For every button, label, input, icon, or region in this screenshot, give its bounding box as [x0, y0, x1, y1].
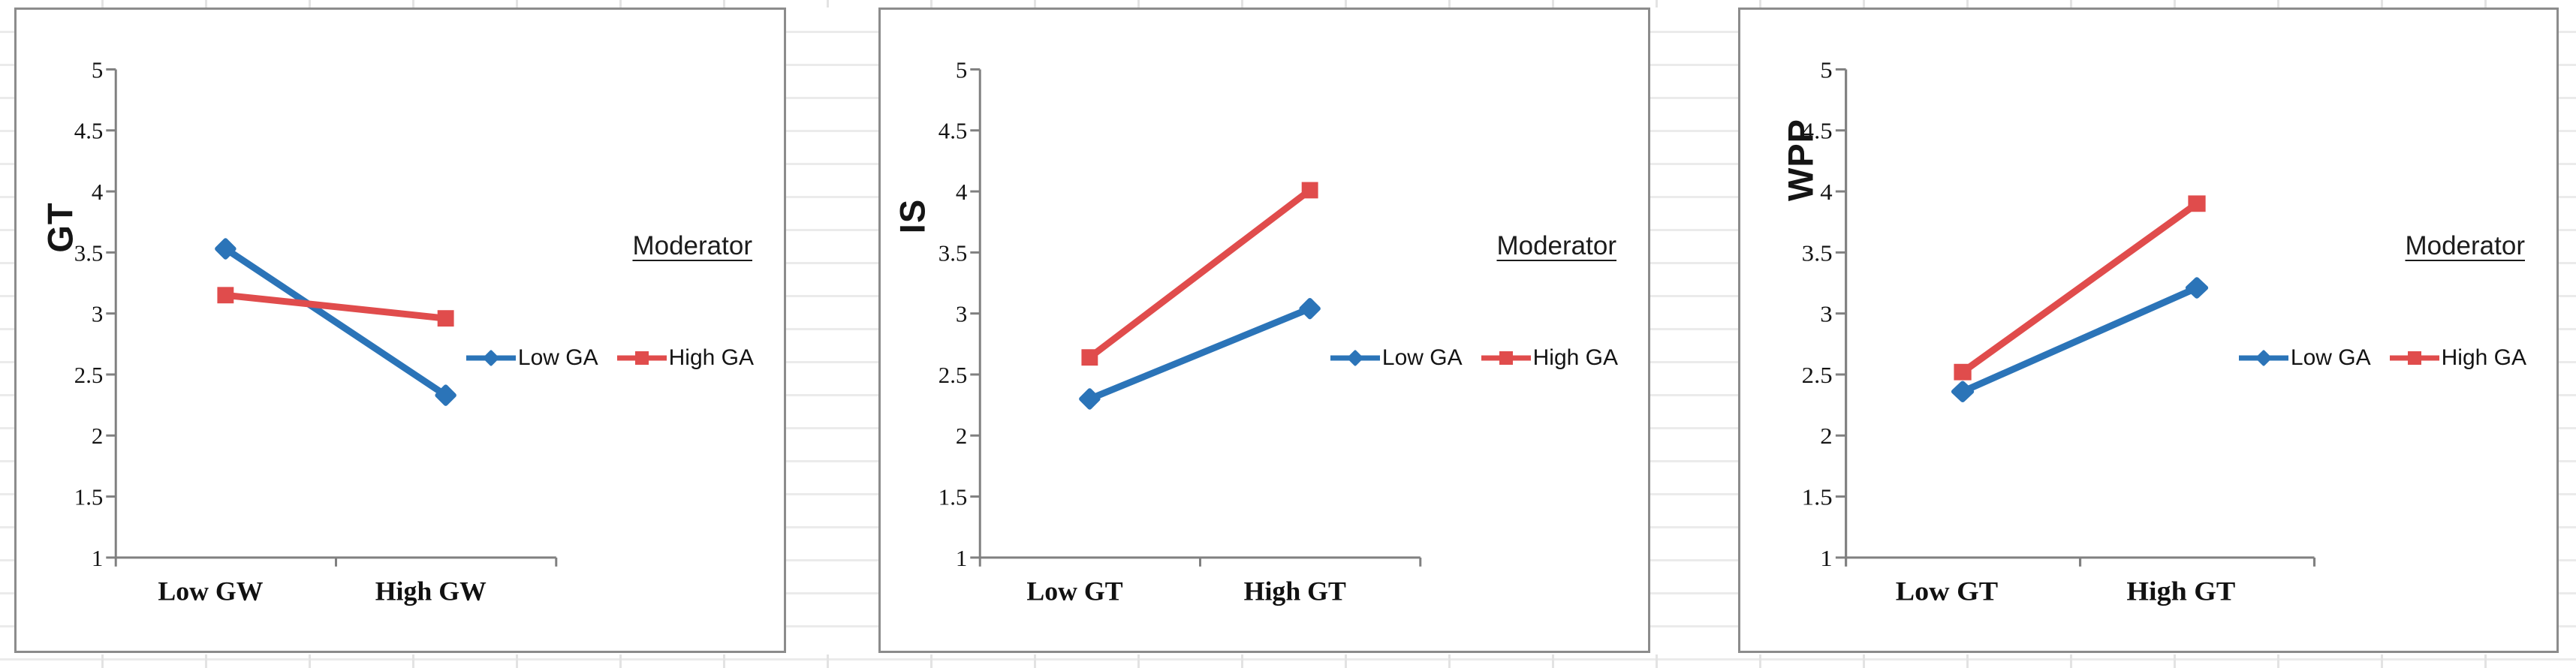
legend-square-marker-icon — [2389, 351, 2439, 365]
y-axis-title[interactable]: IS — [892, 198, 932, 234]
y-tick-label: 4 — [956, 179, 967, 205]
y-tick-label: 2.5 — [74, 363, 104, 388]
y-tick-label: 1.5 — [939, 485, 968, 510]
x-category-label: High GW — [375, 576, 487, 606]
y-tick-label: 2.5 — [939, 363, 968, 388]
data-point-marker[interactable] — [1298, 297, 1321, 320]
series-line-low-ga[interactable] — [221, 245, 450, 399]
axis-lines — [114, 69, 556, 559]
legend-item-low-ga[interactable]: Low GA — [465, 345, 598, 371]
y-tick-label: 2 — [92, 423, 103, 449]
x-category-label: Low GT — [1896, 576, 1999, 606]
data-point-marker[interactable] — [1301, 182, 1318, 199]
legend-marker-shape — [2407, 351, 2421, 365]
legend[interactable]: Low GA High GA — [1330, 345, 1618, 371]
legend[interactable]: Low GA High GA — [2238, 345, 2526, 371]
data-point-marker[interactable] — [2188, 195, 2206, 212]
y-tick-label: 3.5 — [939, 240, 968, 266]
axis-lines — [978, 69, 1421, 559]
legend-label: High GA — [2441, 345, 2526, 370]
legend-diamond-marker-icon — [2238, 350, 2288, 366]
plot-area: 1 1.5 2 2.5 3 3.5 4 4.5 5 Low GT High GT — [1802, 57, 2316, 606]
legend-diamond-marker-icon — [1330, 350, 1380, 366]
legend-label: High GA — [668, 345, 754, 370]
legend-marker-shape — [2255, 350, 2272, 366]
chart-gt[interactable]: 1 1.5 2 2.5 3 3.5 4 4.5 5 Low GW High GW GT Modera… — [14, 8, 786, 653]
chart-is[interactable]: 1 1.5 2 2.5 3 3.5 4 4.5 5 Low GT High GT IS Modera… — [878, 8, 1650, 653]
data-point-marker[interactable] — [1951, 380, 1975, 403]
y-tick-label: 1 — [92, 546, 103, 571]
y-tick-label: 4.5 — [1802, 119, 1833, 144]
x-category-label: High GT — [2126, 576, 2235, 606]
y-tick-label: 1.5 — [74, 485, 104, 510]
legend-marker-shape — [634, 351, 649, 365]
series-line-low-ga[interactable] — [1086, 305, 1314, 402]
y-tick-label: 3.5 — [74, 240, 104, 266]
plot-area: 1 1.5 2 2.5 3 3.5 4 4.5 5 Low GW High GW — [74, 57, 558, 606]
legend-label: Low GA — [1381, 345, 1463, 370]
legend-marker-shape — [1347, 350, 1363, 366]
y-tick-label: 4 — [92, 179, 103, 205]
y-tick-label: 5 — [956, 57, 967, 83]
x-category-label: Low GT — [1026, 576, 1122, 606]
data-point-marker[interactable] — [434, 384, 457, 407]
y-tick-label: 1 — [1820, 546, 1832, 571]
y-tick-label: 1 — [956, 546, 967, 571]
legend-item-high-ga[interactable]: High GA — [616, 345, 754, 371]
x-category-label: Low GW — [158, 576, 263, 606]
y-tick-label: 4.5 — [74, 119, 104, 144]
legend-title[interactable]: Moderator — [1496, 231, 1616, 260]
data-point-marker[interactable] — [2185, 276, 2210, 299]
x-category-label: High GT — [1244, 576, 1346, 606]
y-tick-label: 5 — [1820, 57, 1832, 83]
series-line-low-ga[interactable] — [1959, 284, 2201, 396]
legend-item-high-ga[interactable]: High GA — [1481, 345, 1618, 371]
data-point-marker[interactable] — [437, 310, 454, 327]
y-axis-title[interactable]: GT — [40, 202, 80, 253]
y-tick-label: 5 — [92, 57, 103, 83]
legend[interactable]: Low GA High GA — [465, 345, 754, 371]
chart-wpp[interactable]: 1 1.5 2 2.5 3 3.5 4 4.5 5 Low GT High GT WPP Moder… — [1738, 8, 2559, 653]
y-tick-label: 2 — [1820, 423, 1832, 449]
y-axis-title[interactable]: WPP — [1780, 118, 1821, 202]
legend-label: High GA — [1532, 345, 1618, 370]
legend-label: Low GA — [2290, 345, 2371, 370]
series-line-high-ga[interactable] — [1959, 200, 2201, 376]
legend-marker-shape — [483, 350, 499, 366]
legend-diamond-marker-icon — [465, 350, 516, 366]
data-point-marker[interactable] — [217, 287, 234, 304]
y-tick-label: 4 — [1820, 179, 1832, 205]
legend-square-marker-icon — [616, 351, 667, 365]
series-line-high-ga[interactable] — [1086, 186, 1314, 361]
legend-title[interactable]: Moderator — [2405, 231, 2525, 260]
y-tick-label: 1.5 — [1802, 484, 1833, 510]
y-tick-label: 3.5 — [1802, 240, 1833, 266]
legend-marker-shape — [1499, 351, 1513, 365]
legend-square-marker-icon — [1481, 351, 1531, 365]
y-tick-label: 4.5 — [939, 119, 968, 144]
axis-lines — [1845, 69, 2315, 559]
y-tick-label: 3 — [1820, 301, 1832, 326]
y-tick-label: 2.5 — [1802, 363, 1833, 388]
plot-area: 1 1.5 2 2.5 3 3.5 4 4.5 5 Low GT High GT — [939, 57, 1422, 606]
data-point-marker[interactable] — [1081, 349, 1098, 366]
data-point-marker[interactable] — [214, 237, 237, 260]
y-tick-label: 3 — [956, 302, 967, 327]
legend-label: Low GA — [517, 345, 598, 370]
data-point-marker[interactable] — [1078, 387, 1101, 411]
legend-item-high-ga[interactable]: High GA — [2389, 345, 2526, 371]
legend-item-low-ga[interactable]: Low GA — [1330, 345, 1463, 371]
y-tick-label: 2 — [956, 423, 967, 449]
data-point-marker[interactable] — [1954, 363, 1972, 381]
legend-item-low-ga[interactable]: Low GA — [2238, 345, 2371, 371]
legend-title[interactable]: Moderator — [632, 231, 752, 260]
series-line-high-ga[interactable] — [221, 291, 450, 322]
y-tick-label: 3 — [92, 302, 103, 327]
